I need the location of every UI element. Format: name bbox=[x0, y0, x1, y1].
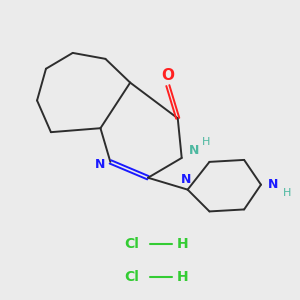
Text: H: H bbox=[177, 237, 188, 251]
Text: H: H bbox=[283, 188, 291, 198]
Text: N: N bbox=[268, 178, 278, 191]
Text: N: N bbox=[188, 143, 199, 157]
Text: Cl: Cl bbox=[125, 237, 140, 251]
Text: H: H bbox=[177, 270, 188, 284]
Text: O: O bbox=[161, 68, 174, 83]
Text: N: N bbox=[95, 158, 106, 171]
Text: H: H bbox=[202, 137, 211, 147]
Text: N: N bbox=[181, 173, 191, 186]
Text: Cl: Cl bbox=[125, 270, 140, 284]
